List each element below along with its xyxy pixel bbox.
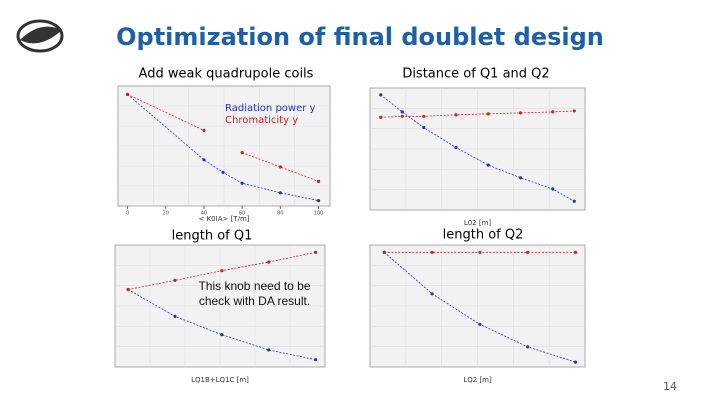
series-line (127, 289, 316, 361)
panel-label: length of Q2 (443, 228, 524, 243)
data-point (526, 250, 530, 254)
data-point (220, 333, 224, 337)
data-point (486, 112, 490, 116)
logo (16, 19, 64, 53)
data-point (379, 93, 383, 97)
data-point (314, 250, 318, 254)
data-point (430, 250, 434, 254)
data-point (422, 125, 426, 130)
data-point (551, 110, 555, 114)
data-point (316, 179, 321, 183)
data-point (400, 110, 404, 114)
x-tick-label: 0 (126, 211, 129, 217)
data-point (422, 114, 426, 118)
x-tick-label: 20 (163, 211, 169, 217)
x-axis-label: LQ2 [m] (463, 376, 492, 384)
panel-label: Add weak quadrupole coils (139, 67, 314, 82)
x-axis-label: L02 [m] (464, 219, 492, 227)
data-point (316, 199, 321, 203)
annotation: This knob need to be check with DA resul… (198, 279, 311, 308)
series-line (127, 94, 319, 182)
data-point (379, 115, 383, 119)
data-point (478, 322, 482, 326)
data-point (267, 348, 271, 352)
data-point (267, 260, 271, 264)
data-point (202, 158, 206, 162)
panel-label: length of Q1 (172, 229, 253, 244)
data-point (202, 128, 206, 132)
x-tick-label: 60 (239, 211, 245, 217)
data-point (454, 113, 458, 117)
data-point (382, 250, 386, 254)
data-point (573, 360, 578, 364)
data-point (221, 170, 225, 174)
x-tick-label: 100 (314, 211, 324, 217)
data-point (125, 92, 130, 96)
data-point (278, 191, 282, 195)
data-point (314, 358, 318, 362)
data-point (526, 345, 530, 349)
data-point (572, 109, 576, 113)
slide-title: Optimization of final doublet design (116, 23, 604, 51)
legend-entry: Radiation power y (225, 103, 316, 114)
data-point (572, 199, 576, 203)
x-tick-label: 80 (277, 211, 283, 217)
data-point (400, 114, 404, 118)
series-line (380, 110, 575, 118)
data-point (278, 165, 282, 169)
data-point (126, 287, 130, 292)
legend-entry: Chromaticity y (225, 115, 298, 126)
data-point (240, 181, 244, 185)
panel-label: Distance of Q1 and Q2 (402, 67, 549, 82)
data-point (486, 163, 490, 167)
series-line (127, 94, 319, 201)
page-number: 14 (663, 380, 677, 393)
x-axis-label: LQ1B+LQ1C [m] (191, 376, 249, 384)
data-point (173, 314, 177, 318)
data-point (430, 292, 434, 296)
data-point (240, 151, 244, 155)
data-point (478, 250, 482, 254)
data-point (173, 278, 177, 282)
data-point (220, 269, 224, 273)
data-point (518, 176, 523, 180)
data-point (454, 145, 458, 150)
data-point (573, 250, 578, 254)
data-point (551, 187, 555, 191)
data-point (518, 111, 523, 115)
x-tick-label: 40 (201, 211, 207, 217)
series-line (380, 94, 575, 202)
x-axis-label: < K0IA> [T/m] (199, 215, 250, 223)
